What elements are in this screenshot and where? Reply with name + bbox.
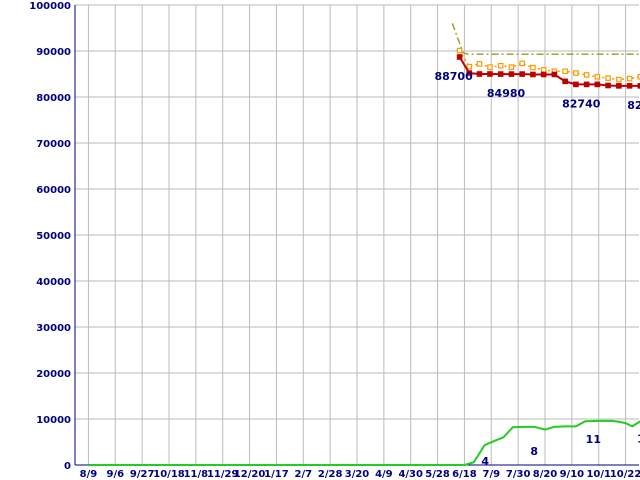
data-point-marker bbox=[616, 83, 622, 89]
y-tick-label: 60000 bbox=[36, 185, 71, 196]
y-tick-label: 10000 bbox=[36, 415, 71, 426]
y-tick-label: 0 bbox=[64, 461, 71, 472]
data-point-marker bbox=[583, 72, 590, 78]
data-point-marker bbox=[626, 75, 633, 82]
y-tick-label: 100000 bbox=[29, 1, 71, 12]
data-point-marker bbox=[508, 71, 515, 77]
x-tick-label: 7/9 bbox=[482, 469, 500, 480]
data-value-label: 82740 bbox=[562, 97, 601, 110]
data-point-marker bbox=[476, 61, 483, 67]
data-point-marker bbox=[497, 62, 504, 69]
data-point-marker bbox=[530, 64, 536, 71]
series-red-series bbox=[456, 54, 640, 89]
x-tick-label: 12/20 bbox=[234, 469, 266, 480]
series-olive-series bbox=[451, 23, 640, 55]
y-tick-label: 20000 bbox=[36, 369, 71, 380]
y-tick-label: 30000 bbox=[36, 323, 71, 334]
y-tick-label: 70000 bbox=[36, 139, 71, 150]
data-point-marker bbox=[519, 71, 525, 77]
data-point-marker bbox=[508, 64, 515, 70]
y-tick-label: 80000 bbox=[36, 93, 71, 104]
data-point-marker bbox=[616, 76, 622, 83]
data-point-marker bbox=[573, 81, 579, 88]
y-tick-label: 50000 bbox=[36, 231, 71, 242]
data-point-marker bbox=[583, 81, 590, 88]
x-tick-label: 5/28 bbox=[425, 469, 450, 480]
x-tick-label: 8/9 bbox=[80, 469, 98, 480]
x-tick-label: 1/17 bbox=[264, 469, 289, 480]
data-value-label: 4 bbox=[481, 455, 489, 468]
x-tick-label: 3/20 bbox=[345, 469, 370, 480]
data-point-marker bbox=[497, 71, 504, 77]
data-point-marker bbox=[573, 70, 579, 76]
x-tick-label: 9/6 bbox=[106, 469, 124, 480]
x-tick-label: 7/30 bbox=[506, 469, 531, 480]
data-point-marker bbox=[551, 71, 558, 78]
data-series bbox=[88, 23, 640, 466]
data-value-label: 88700 bbox=[434, 70, 473, 83]
data-point-marker bbox=[626, 83, 633, 89]
y-tick-label: 90000 bbox=[36, 47, 71, 58]
data-value-label: 11 bbox=[637, 432, 640, 445]
y-axis-tick-labels: 0 10000 20000 30000 40000 50000 60000 70000 8000… bbox=[29, 1, 71, 472]
y-tick-label: 40000 bbox=[36, 277, 71, 288]
series-line bbox=[88, 419, 640, 466]
data-point-marker bbox=[476, 71, 483, 77]
x-tick-label: 4/30 bbox=[398, 469, 423, 480]
x-tick-label: 10/18 bbox=[153, 469, 185, 480]
x-tick-label: 8/20 bbox=[533, 469, 558, 480]
data-point-marker bbox=[487, 71, 493, 77]
x-tick-label: 6/18 bbox=[452, 469, 477, 480]
series-orange-series bbox=[456, 47, 640, 83]
data-value-label: 82425 bbox=[627, 99, 640, 112]
data-point-marker bbox=[562, 68, 568, 75]
data-point-marker bbox=[562, 78, 568, 85]
data-point-marker bbox=[594, 73, 601, 80]
data-point-marker bbox=[540, 71, 547, 78]
x-tick-label: 10/22 bbox=[610, 469, 640, 480]
data-value-label: 11 bbox=[586, 433, 601, 446]
data-point-marker bbox=[605, 82, 611, 89]
series-green-series bbox=[88, 419, 640, 466]
data-point-marker bbox=[487, 64, 493, 70]
x-tick-label: 10/1 bbox=[586, 469, 611, 480]
data-point-labels: 4 8 11 11 88700 84980 82740 82425 bbox=[434, 70, 640, 468]
series-line bbox=[451, 23, 640, 55]
data-point-marker bbox=[530, 71, 536, 78]
series-line bbox=[458, 56, 640, 87]
data-point-marker bbox=[637, 73, 640, 80]
x-tick-label: 9/27 bbox=[130, 469, 155, 480]
data-point-marker bbox=[466, 63, 473, 70]
x-tick-label: 2/28 bbox=[318, 469, 343, 480]
data-value-label: 8 bbox=[530, 445, 538, 458]
data-point-marker bbox=[540, 67, 547, 73]
data-point-marker bbox=[456, 54, 463, 60]
data-point-marker bbox=[456, 47, 463, 54]
x-tick-label: 11/8 bbox=[184, 469, 209, 480]
data-point-marker bbox=[594, 81, 601, 88]
x-tick-label: 9/10 bbox=[560, 469, 585, 480]
x-tick-label: 11/29 bbox=[207, 469, 239, 480]
data-point-marker bbox=[466, 70, 473, 76]
data-point-marker bbox=[605, 75, 611, 81]
data-point-marker bbox=[519, 60, 525, 67]
grid-lines bbox=[75, 4, 639, 466]
x-tick-label: 4/9 bbox=[375, 469, 393, 480]
x-tick-label: 2/7 bbox=[294, 469, 312, 480]
data-point-marker bbox=[637, 83, 640, 89]
data-value-label: 84980 bbox=[487, 87, 526, 100]
